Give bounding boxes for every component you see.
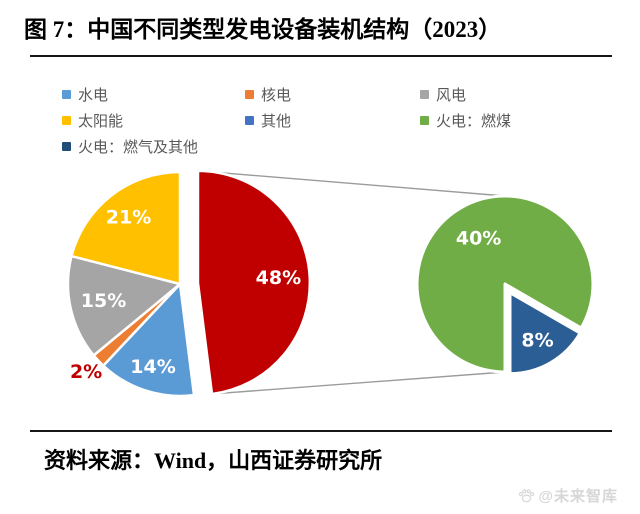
figure-title: 图 7：中国不同类型发电设备装机结构（2023） <box>24 17 502 42</box>
watermark: @未来智库 <box>518 485 618 506</box>
pie1-label-nuclear: 2% <box>70 361 102 383</box>
legend-item-wind: 风电 <box>420 86 467 104</box>
paw-logo-icon <box>519 489 535 503</box>
footer-divider <box>30 430 612 432</box>
pie1-label-solar: 21% <box>106 207 151 229</box>
legend-swatch-thermal-gas-other <box>62 141 71 151</box>
legend-label-thermal-gas-other: 火电：燃气及其他 <box>78 138 199 156</box>
source-note: 资料来源：Wind，山西证券研究所 <box>44 448 383 473</box>
legend-swatch-wind <box>420 89 429 99</box>
legend-label-solar: 太阳能 <box>78 112 124 130</box>
legend-swatch-hydro <box>62 89 71 99</box>
legend-label-wind: 风电 <box>436 86 467 104</box>
pie1-slice-solar <box>70 170 182 286</box>
legend-label-hydro: 水电 <box>78 86 109 104</box>
pie1-slice-thermal-total <box>196 169 312 396</box>
pie2-label-thermal-gas-other: 8% <box>521 329 553 351</box>
legend-item-hydro: 水电 <box>62 86 109 104</box>
title-divider <box>30 55 612 57</box>
watermark-text: @未来智库 <box>538 488 618 505</box>
legend-item-nuclear: 核电 <box>245 86 292 104</box>
legend-swatch-thermal-coal <box>420 115 429 125</box>
pie2-label-thermal-coal: 40% <box>456 227 501 249</box>
legend-item-other: 其他 <box>245 112 292 130</box>
pie1-label-wind: 15% <box>81 290 126 312</box>
pie2-slice-thermal-coal <box>415 194 595 374</box>
legend-label-thermal-coal: 火电：燃煤 <box>436 112 512 130</box>
legend-item-thermal-coal: 火电：燃煤 <box>420 112 512 130</box>
legend-label-other: 其他 <box>261 112 292 130</box>
connector-line-top <box>197 170 506 197</box>
pie1-label-hydro: 14% <box>130 356 175 378</box>
pie1-slice-hydro <box>102 282 196 398</box>
connector-line-bottom <box>211 371 506 395</box>
pie1-slice-wind <box>66 254 182 357</box>
pie2-slice-thermal-gas-other <box>508 291 582 376</box>
legend-swatch-other <box>245 115 254 125</box>
legend-swatch-nuclear <box>245 89 254 99</box>
legend-item-thermal-gas-other: 火电：燃气及其他 <box>62 138 199 156</box>
legend-swatch-solar <box>62 115 71 125</box>
legend-item-solar: 太阳能 <box>62 112 124 130</box>
pie1-label-thermal-total: 48% <box>256 267 301 289</box>
legend-label-nuclear: 核电 <box>261 86 292 104</box>
